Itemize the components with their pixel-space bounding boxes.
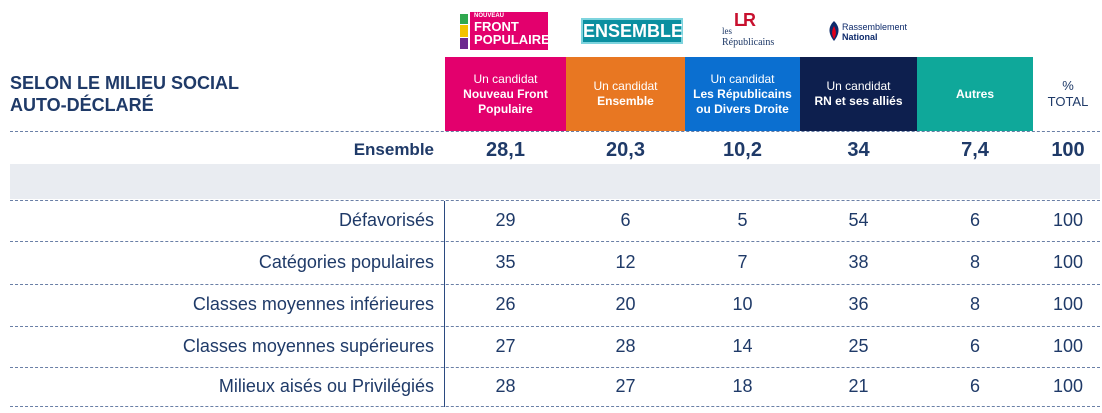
cell-classes-moyennes-superieures-rn: 25 bbox=[848, 336, 869, 356]
divider-bottom bbox=[10, 406, 1100, 407]
row-label-defavorises: Défavorisés bbox=[338, 210, 434, 230]
divider-row-1 bbox=[10, 241, 1100, 242]
lr-logo-les: les bbox=[722, 26, 732, 36]
cell-defavorises-autres: 6 bbox=[969, 210, 980, 230]
divider-row-3 bbox=[10, 326, 1100, 327]
cell-classes-moyennes-superieures-total: 100 bbox=[1052, 336, 1084, 356]
col-header-nfp: Un candidat Nouveau Front Populaire bbox=[445, 57, 566, 131]
summary-value-lr: 10,2 bbox=[723, 139, 762, 161]
col-header-lr-line1: Un candidat bbox=[710, 71, 775, 86]
cell-milieux-aises-ensemble: 27 bbox=[615, 376, 636, 396]
cell-categories-populaires-total: 100 bbox=[1052, 252, 1084, 272]
col-header-total-line1: % bbox=[1062, 78, 1074, 93]
rn-flame-icon bbox=[829, 21, 839, 41]
col-header-ensemble-line1: Un candidat bbox=[593, 79, 658, 93]
cell-categories-populaires-rn: 38 bbox=[848, 252, 869, 272]
lr-logo: LR les Républicains bbox=[720, 10, 790, 50]
summary-value-ensemble: 20,3 bbox=[606, 139, 645, 161]
col-header-rn-line1: Un candidat bbox=[826, 79, 891, 93]
ensemble-logo-text: ENSEMBLE bbox=[583, 21, 684, 41]
rn-logo-line1: Rassemblement bbox=[842, 22, 908, 32]
divider-after-band bbox=[10, 200, 1100, 201]
col-header-ensemble: Un candidat Ensemble bbox=[566, 57, 685, 131]
cell-classes-moyennes-superieures-nfp: 27 bbox=[495, 336, 516, 356]
row-label-milieux-aises: Milieux aisés ou Privilégiés bbox=[218, 376, 434, 396]
col-header-rn-line2: RN et ses alliés bbox=[814, 94, 903, 108]
spacer-band bbox=[10, 164, 1100, 199]
col-header-lr-line3: ou Divers Droite bbox=[696, 101, 789, 116]
col-header-rn: Un candidat RN et ses alliés bbox=[800, 57, 917, 131]
cell-milieux-aises-lr: 18 bbox=[732, 376, 753, 396]
label-column-divider bbox=[444, 201, 445, 407]
col-header-autres: Autres bbox=[917, 57, 1033, 131]
col-header-lr: Un candidat Les Républicains ou Divers D… bbox=[685, 57, 800, 131]
col-header-total: % TOTAL bbox=[1035, 78, 1101, 110]
table-title: SELON LE MILIEU SOCIAL AUTO-DÉCLARÉ bbox=[10, 72, 239, 116]
lr-logo-mark: LR bbox=[734, 10, 756, 30]
summary-value-autres: 7,4 bbox=[961, 139, 989, 161]
cell-classes-moyennes-inferieures-total: 100 bbox=[1052, 294, 1084, 314]
cell-classes-moyennes-inferieures-rn: 36 bbox=[848, 294, 869, 314]
col-header-autres-label: Autres bbox=[955, 86, 994, 101]
cell-categories-populaires-lr: 7 bbox=[737, 252, 748, 272]
cell-categories-populaires-nfp: 35 bbox=[495, 252, 516, 272]
title-line-1: SELON LE MILIEU SOCIAL bbox=[10, 73, 240, 93]
col-header-nfp-line1: Un candidat bbox=[473, 71, 538, 86]
cell-classes-moyennes-superieures-ensemble: 28 bbox=[615, 336, 636, 356]
cell-milieux-aises-autres: 6 bbox=[969, 376, 980, 396]
title-line-2: AUTO-DÉCLARÉ bbox=[10, 95, 154, 115]
cell-classes-moyennes-superieures-lr: 14 bbox=[732, 336, 753, 356]
col-header-lr-line2: Les Républicains bbox=[693, 86, 792, 101]
rn-logo: Rassemblement National bbox=[826, 18, 916, 46]
row-label-classes-moyennes-superieures: Classes moyennes supérieures bbox=[182, 336, 434, 356]
cell-defavorises-ensemble: 6 bbox=[620, 210, 631, 230]
cell-categories-populaires-autres: 8 bbox=[969, 252, 980, 272]
nfp-logo: NOUVEAU FRONT POPULAIRE bbox=[460, 12, 550, 50]
cell-categories-populaires-ensemble: 12 bbox=[615, 252, 636, 272]
cell-defavorises-lr: 5 bbox=[737, 210, 748, 230]
divider-row-4 bbox=[10, 367, 1100, 368]
lr-logo-name: Républicains bbox=[722, 37, 775, 48]
cell-classes-moyennes-inferieures-autres: 8 bbox=[969, 294, 980, 314]
nfp-logo-small: NOUVEAU bbox=[474, 13, 505, 19]
summary-value-nfp: 28,1 bbox=[486, 139, 525, 161]
summary-value-rn: 34 bbox=[847, 139, 870, 161]
cell-milieux-aises-rn: 21 bbox=[848, 376, 869, 396]
col-header-nfp-line3: Populaire bbox=[478, 101, 533, 116]
nfp-logo-mark bbox=[460, 12, 548, 50]
nfp-logo-line2: POPULAIRE bbox=[474, 32, 550, 47]
ensemble-logo: ENSEMBLE bbox=[581, 18, 683, 44]
col-header-ensemble-line2: Ensemble bbox=[597, 94, 654, 108]
cell-defavorises-nfp: 29 bbox=[495, 210, 516, 230]
divider-row-2 bbox=[10, 284, 1100, 285]
cell-defavorises-rn: 54 bbox=[848, 210, 869, 230]
divider-top bbox=[10, 131, 1100, 132]
row-label-classes-moyennes-inferieures: Classes moyennes inférieures bbox=[192, 294, 434, 314]
cell-classes-moyennes-inferieures-ensemble: 20 bbox=[615, 294, 636, 314]
row-label-categories-populaires: Catégories populaires bbox=[258, 252, 434, 272]
cell-classes-moyennes-superieures-autres: 6 bbox=[969, 336, 980, 356]
col-header-total-line2: TOTAL bbox=[1047, 94, 1089, 109]
cell-milieux-aises-nfp: 28 bbox=[495, 376, 516, 396]
summary-row-label: Ensemble bbox=[353, 140, 434, 159]
nfp-logo-line1: FRONT bbox=[474, 19, 519, 34]
rn-logo-line2: National bbox=[842, 32, 878, 42]
cell-milieux-aises-total: 100 bbox=[1052, 376, 1084, 396]
cell-classes-moyennes-inferieures-nfp: 26 bbox=[495, 294, 516, 314]
cell-defavorises-total: 100 bbox=[1052, 210, 1084, 230]
col-header-nfp-line2: Nouveau Front bbox=[463, 86, 548, 101]
summary-value-total: 100 bbox=[1051, 139, 1085, 161]
cell-classes-moyennes-inferieures-lr: 10 bbox=[732, 294, 753, 314]
